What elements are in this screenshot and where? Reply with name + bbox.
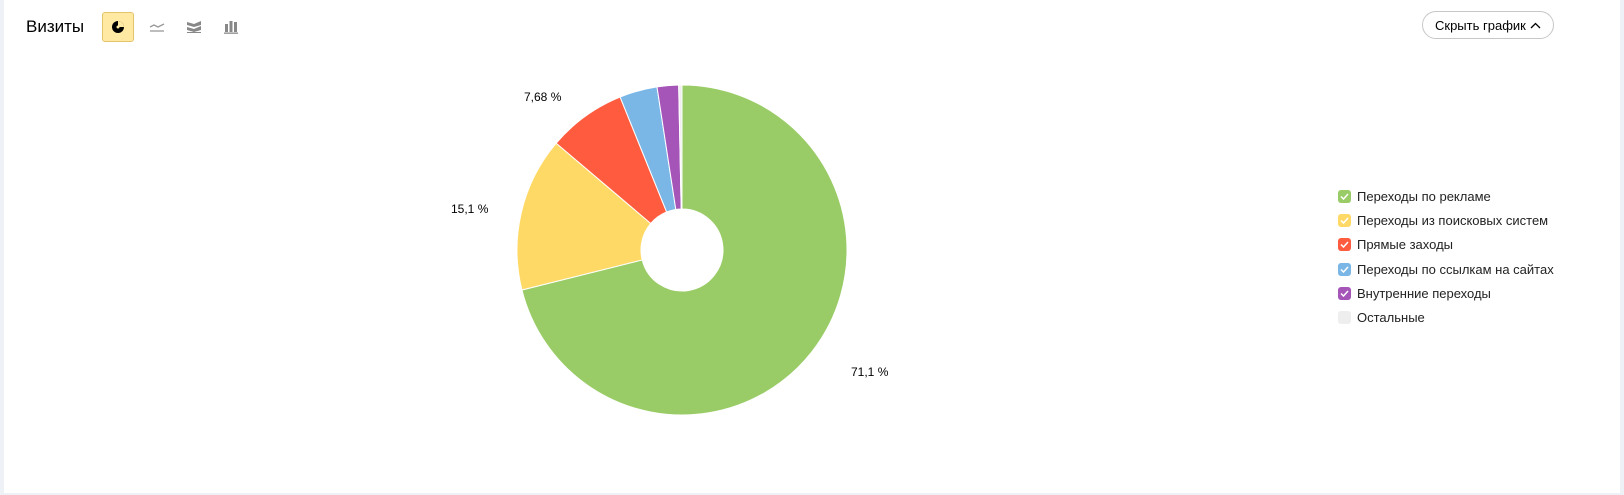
legend-label: Остальные — [1357, 310, 1425, 326]
legend: Переходы по рекламе Переходы из поисковых… — [1338, 184, 1554, 330]
area-view-button[interactable] — [178, 12, 210, 42]
legend-item[interactable]: Остальные — [1338, 305, 1554, 329]
checkbox-checked-icon[interactable] — [1338, 262, 1351, 276]
legend-item[interactable]: Внутренние переходы — [1338, 281, 1554, 305]
legend-item[interactable]: Прямые заходы — [1338, 233, 1554, 257]
bar-view-button[interactable] — [215, 12, 247, 42]
line-chart-icon — [149, 23, 165, 32]
pie-slice[interactable] — [521, 84, 848, 416]
chart-panel: Визиты Скрыть график 71,1 % 15,1 % 7,68 … — [4, 0, 1620, 493]
legend-item[interactable]: Переходы из поисковых систем — [1338, 208, 1554, 232]
area-chart-icon — [187, 21, 201, 33]
hide-chart-label: Скрыть график — [1435, 17, 1526, 33]
line-view-button[interactable] — [141, 12, 173, 42]
checkbox-unchecked-icon[interactable] — [1338, 311, 1351, 325]
chevron-up-icon — [1530, 22, 1541, 28]
legend-label: Переходы по рекламе — [1357, 188, 1491, 204]
pie-chart — [516, 84, 848, 416]
hide-chart-button[interactable]: Скрыть график — [1422, 11, 1554, 39]
checkbox-checked-icon[interactable] — [1338, 189, 1351, 203]
legend-label: Переходы из поисковых систем — [1357, 212, 1549, 228]
pie-slice[interactable] — [678, 84, 683, 210]
legend-label: Переходы по ссылкам на сайтах — [1357, 261, 1554, 277]
checkbox-checked-icon[interactable] — [1338, 238, 1351, 252]
checkbox-checked-icon[interactable] — [1338, 286, 1351, 300]
data-label-2: 7,68 % — [524, 90, 562, 104]
legend-item[interactable]: Переходы по ссылкам на сайтах — [1338, 257, 1554, 281]
pie-chart-icon — [112, 21, 124, 33]
legend-label: Прямые заходы — [1357, 237, 1454, 253]
checkbox-checked-icon[interactable] — [1338, 213, 1351, 227]
chart-title: Визиты — [26, 17, 85, 36]
bar-chart-icon — [224, 21, 238, 34]
pie-view-button[interactable] — [102, 12, 134, 42]
legend-item[interactable]: Переходы по рекламе — [1338, 184, 1554, 208]
data-label-1: 15,1 % — [451, 202, 489, 216]
legend-label: Внутренние переходы — [1357, 285, 1491, 301]
pie-slice[interactable] — [516, 142, 652, 291]
data-label-0: 71,1 % — [851, 365, 889, 379]
